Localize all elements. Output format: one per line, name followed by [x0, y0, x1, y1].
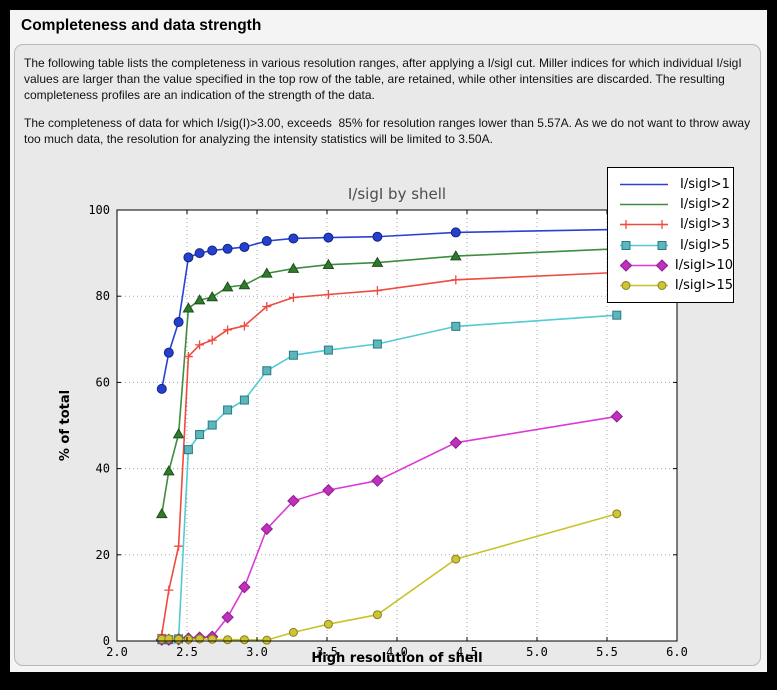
legend-label: I/sigI>1: [680, 176, 730, 192]
marker-square: [621, 240, 631, 250]
legend-label: I/sigI>2: [680, 196, 730, 212]
chart-legend: I/sigI>1 I/sigI>2 I/sigI>3 I/sigI>5 I/sigI>1…: [607, 167, 734, 303]
legend-item: I/sigI>10: [617, 255, 733, 275]
legend-sample-circle: [620, 281, 668, 291]
marker-circle: [621, 281, 631, 291]
legend-label: I/sigI>3: [680, 217, 730, 233]
summary-paragraph: The completeness of data for which I/sig…: [24, 116, 754, 146]
legend-sample-circle: [620, 183, 668, 185]
marker-circle: [657, 281, 667, 291]
legend-sample-square: [620, 240, 668, 250]
legend-label: I/sigI>10: [674, 257, 733, 273]
marker-plus: [657, 220, 667, 230]
window-frame: Completeness and data strength The follo…: [10, 10, 767, 672]
marker-diamond: [655, 259, 668, 272]
marker-plus: [621, 220, 631, 230]
legend-item: I/sigI>2: [617, 194, 733, 214]
legend-item: I/sigI>1: [617, 174, 733, 194]
legend-label: I/sigI>15: [674, 278, 733, 294]
content-panel: The following table lists the completene…: [14, 44, 761, 666]
legend-label: I/sigI>5: [680, 237, 730, 253]
page-title: Completeness and data strength: [21, 17, 262, 34]
legend-item: I/sigI>15: [617, 276, 733, 296]
legend-sample-triangle: [620, 203, 668, 206]
marker-square: [657, 240, 667, 250]
legend-sample-plus: [620, 220, 668, 230]
legend-item: I/sigI>5: [617, 235, 733, 255]
legend-item: I/sigI>3: [617, 215, 733, 235]
marker-diamond: [619, 259, 633, 272]
legend-sample-diamond: [619, 259, 668, 272]
intro-paragraph: The following table lists the completene…: [24, 56, 746, 102]
